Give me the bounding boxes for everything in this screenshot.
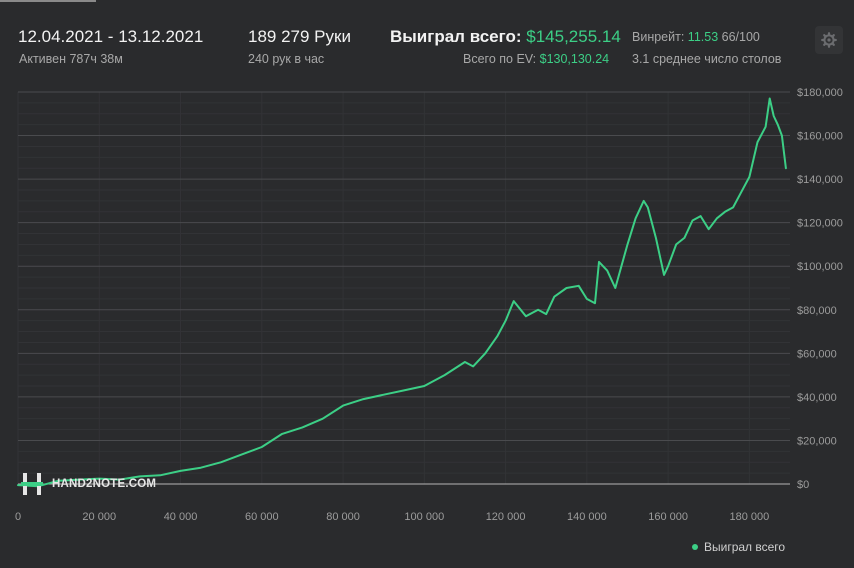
y-tick-label: $120,000	[797, 218, 843, 230]
hands-count: 189 279 Руки	[248, 27, 351, 46]
legend-label: Выиграл всего	[704, 540, 786, 554]
chart-legend[interactable]: Выиграл всего	[692, 540, 785, 554]
legend-dot	[692, 544, 698, 550]
hand2note-logo: HAND2NOTE.COM	[20, 472, 156, 496]
won-label: Выиграл всего:	[390, 27, 522, 46]
ev-total: Всего по EV: $130,130.24	[463, 52, 609, 66]
winrate-unit: 66/100	[721, 30, 760, 44]
winrate-value: 11.53	[687, 30, 719, 44]
x-tick-label: 80 000	[326, 511, 360, 523]
x-tick-label: 160 000	[648, 511, 688, 523]
x-tick-label: 120 000	[486, 511, 526, 523]
y-tick-label: $140,000	[797, 174, 843, 186]
x-tick-label: 180 000	[729, 511, 769, 523]
x-tick-label: 100 000	[404, 511, 444, 523]
y-tick-label: $0	[797, 479, 809, 491]
y-tick-label: $180,000	[797, 87, 843, 99]
y-tick-label: $160,000	[797, 131, 843, 143]
x-tick-label: 0	[15, 511, 21, 523]
y-tick-label: $80,000	[797, 305, 837, 317]
h2n-logo-icon	[21, 473, 43, 495]
ev-label: Всего по EV:	[463, 52, 537, 66]
y-tick-label: $20,000	[797, 435, 837, 447]
x-tick-label: 60 000	[245, 511, 279, 523]
logo-text: HAND2NOTE.COM	[52, 478, 157, 490]
x-tick-label: 40 000	[164, 511, 198, 523]
won-value: $145,255.14	[526, 27, 621, 46]
y-tick-label: $60,000	[797, 348, 837, 360]
x-tick-label: 140 000	[567, 511, 607, 523]
series-line	[17, 97, 787, 488]
y-tick-label: $40,000	[797, 392, 837, 404]
won-total: Выиграл всего: $145,255.14	[390, 27, 621, 47]
date-range: 12.04.2021 - 13.12.2021	[18, 27, 204, 46]
ev-value: $130,130.24	[539, 52, 610, 66]
hands-per-hour: 240 рук в час	[248, 52, 325, 66]
settings-button[interactable]	[815, 26, 843, 54]
gear-icon	[821, 32, 837, 48]
winrate: Винрейт: 11.53 66/100	[632, 30, 760, 44]
x-tick-label: 20 000	[82, 511, 116, 523]
winrate-label: Винрейт:	[632, 30, 685, 44]
avg-tables: 3.1 среднее число столов	[632, 52, 782, 66]
active-time: Активен 787ч 38м	[19, 52, 123, 66]
y-tick-label: $100,000	[797, 261, 843, 273]
active-tab-indicator	[0, 0, 96, 2]
